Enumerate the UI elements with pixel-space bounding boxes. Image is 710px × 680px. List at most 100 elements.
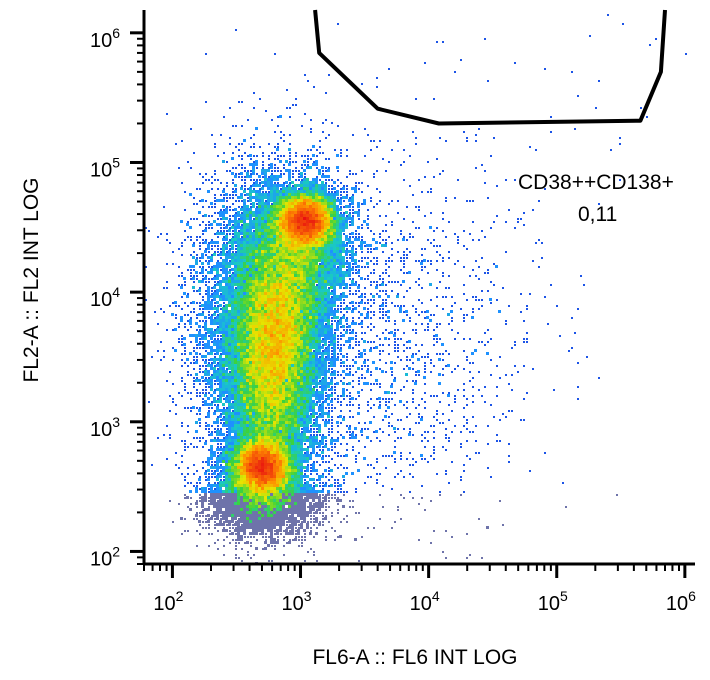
event-dot bbox=[193, 218, 195, 220]
event-dot bbox=[205, 281, 207, 283]
event-dot bbox=[225, 244, 228, 247]
event-dot bbox=[226, 206, 228, 208]
event-dot bbox=[538, 266, 540, 268]
event-dot bbox=[348, 325, 351, 328]
event-dot bbox=[300, 202, 303, 205]
event-dot bbox=[187, 236, 189, 238]
event-dot bbox=[228, 334, 231, 337]
event-dot bbox=[273, 187, 276, 190]
event-dot bbox=[306, 376, 309, 379]
event-dot bbox=[300, 265, 303, 268]
event-dot bbox=[261, 202, 264, 205]
event-dot bbox=[346, 260, 348, 262]
event-dot bbox=[469, 275, 471, 277]
event-dot bbox=[276, 205, 279, 208]
event-dot bbox=[249, 190, 252, 193]
event-dot bbox=[318, 400, 321, 403]
event-dot bbox=[382, 308, 384, 310]
event-dot bbox=[436, 41, 438, 43]
event-dot bbox=[255, 349, 258, 352]
event-dot bbox=[349, 197, 351, 199]
event-dot bbox=[361, 257, 363, 259]
event-dot bbox=[493, 221, 495, 223]
event-dot bbox=[181, 359, 183, 361]
event-dot bbox=[199, 383, 201, 385]
event-dot bbox=[289, 116, 291, 118]
event-dot bbox=[213, 412, 216, 415]
event-dot bbox=[315, 190, 318, 193]
event-dot bbox=[292, 173, 294, 175]
event-dot bbox=[258, 229, 261, 232]
event-dot bbox=[466, 404, 468, 406]
event-dot bbox=[205, 293, 207, 295]
event-dot bbox=[244, 188, 246, 190]
event-dot bbox=[402, 319, 405, 322]
event-dot bbox=[243, 289, 246, 292]
event-dot bbox=[454, 398, 456, 400]
event-dot bbox=[279, 211, 282, 214]
event-dot bbox=[231, 388, 234, 391]
event-dot bbox=[199, 305, 201, 307]
event-dot bbox=[376, 260, 378, 262]
event-dot bbox=[300, 349, 303, 352]
event-dot bbox=[237, 283, 240, 286]
event-dot bbox=[175, 317, 177, 319]
event-dot bbox=[388, 332, 390, 334]
event-dot bbox=[181, 275, 183, 277]
event-dot bbox=[255, 376, 258, 379]
event-dot bbox=[291, 379, 294, 382]
event-dot bbox=[231, 361, 234, 364]
event-dot bbox=[514, 365, 516, 367]
event-dot bbox=[313, 86, 315, 88]
event-dot bbox=[321, 280, 324, 283]
event-dot bbox=[273, 319, 276, 322]
event-dot bbox=[204, 361, 207, 364]
event-dot bbox=[285, 361, 288, 364]
event-dot bbox=[235, 287, 237, 289]
event-dot bbox=[219, 265, 222, 268]
event-dot bbox=[289, 107, 291, 109]
event-dot bbox=[285, 268, 288, 271]
event-dot bbox=[285, 190, 288, 193]
event-dot bbox=[252, 265, 255, 268]
event-dot bbox=[352, 206, 354, 208]
event-dot bbox=[351, 232, 354, 235]
event-dot bbox=[382, 332, 384, 334]
event-dot bbox=[300, 175, 303, 178]
event-dot bbox=[285, 358, 288, 361]
event-dot bbox=[484, 236, 486, 238]
event-dot bbox=[318, 235, 321, 238]
event-dot bbox=[388, 353, 390, 355]
event-dot bbox=[190, 317, 192, 319]
event-dot bbox=[180, 316, 183, 319]
event-dot bbox=[321, 286, 324, 289]
event-dot bbox=[255, 358, 258, 361]
event-dot bbox=[250, 203, 252, 205]
event-dot bbox=[333, 202, 336, 205]
event-dot bbox=[273, 283, 276, 286]
event-dot bbox=[367, 299, 369, 301]
event-dot bbox=[267, 304, 270, 307]
event-dot bbox=[276, 211, 279, 214]
event-dot bbox=[339, 235, 342, 238]
event-dot bbox=[324, 343, 327, 346]
event-dot bbox=[376, 170, 378, 172]
event-dot bbox=[270, 241, 273, 244]
event-dot bbox=[216, 346, 219, 349]
event-dot bbox=[270, 199, 273, 202]
event-dot bbox=[267, 247, 270, 250]
event-dot bbox=[253, 230, 255, 232]
event-dot bbox=[352, 173, 354, 175]
event-dot bbox=[222, 325, 225, 328]
event-dot bbox=[297, 400, 300, 403]
event-dot bbox=[315, 358, 318, 361]
event-dot bbox=[282, 370, 285, 373]
event-dot bbox=[225, 322, 228, 325]
event-dot bbox=[243, 217, 246, 220]
event-dot bbox=[270, 244, 273, 247]
event-dot bbox=[309, 226, 312, 229]
event-dot bbox=[484, 182, 486, 184]
event-dot bbox=[291, 388, 294, 391]
event-dot bbox=[451, 305, 453, 307]
event-dot bbox=[327, 310, 330, 313]
